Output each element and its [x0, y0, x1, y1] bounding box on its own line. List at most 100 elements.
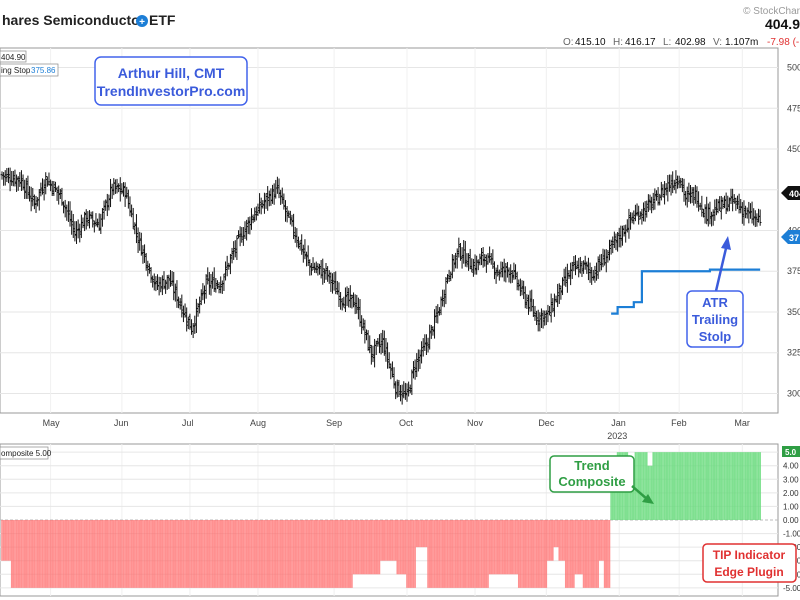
- ohlc-bar: [306, 245, 310, 266]
- ohlc-bar: [426, 337, 430, 353]
- indicator-bar-negative: [407, 520, 410, 588]
- ohlc-bar: [715, 198, 718, 216]
- ohlc-bar: [574, 255, 577, 276]
- indicator-bar-negative: [537, 520, 540, 588]
- indicator-bar-positive: [712, 452, 714, 520]
- indicator-bar-negative: [88, 520, 91, 588]
- ohlc-bar: [26, 175, 30, 199]
- ohlc-bar: [468, 248, 472, 270]
- ohlc-bar: [183, 303, 187, 318]
- ohlc-bar: [280, 187, 284, 204]
- ohlc-bar: [681, 178, 684, 193]
- ohlc-bar: [33, 194, 36, 210]
- indicator-bar-negative: [184, 520, 186, 588]
- indicator-bar-positive: [736, 452, 739, 520]
- ohlc-bar: [713, 199, 717, 221]
- ohlc-bar: [425, 334, 428, 355]
- indicator-bar-negative: [232, 520, 235, 588]
- ohlc-bar: [263, 192, 266, 214]
- indicator-bar-negative: [135, 520, 138, 588]
- indicator-bar-negative: [70, 520, 73, 588]
- indicator-bar-negative: [4, 520, 7, 561]
- price-y-tick: 475: [787, 103, 800, 113]
- indicator-bar-negative: [595, 520, 598, 588]
- indicator-bar-negative: [49, 520, 52, 588]
- ohlc-bar: [13, 169, 17, 187]
- indicator-bar-negative: [151, 520, 154, 588]
- indicator-bar-negative: [111, 520, 113, 588]
- indicator-bar-negative: [333, 520, 335, 588]
- indicator-bar-negative: [161, 520, 164, 588]
- ohlc-bar: [629, 212, 632, 230]
- ohlc-bar: [734, 197, 738, 211]
- indicator-bar-negative: [1, 520, 3, 561]
- indicator-bar-negative: [116, 520, 118, 588]
- ohlc-bar: [645, 200, 649, 218]
- ohlc-bar: [593, 265, 597, 283]
- indicator-bar-positive: [699, 452, 702, 520]
- indicator-bar-negative: [10, 520, 13, 588]
- ohlc-bar: [287, 210, 291, 218]
- ohlc-bar: [556, 283, 559, 307]
- indicator-bar-negative: [501, 520, 504, 575]
- ohlc-bar: [402, 381, 406, 399]
- indicator-bar-negative: [266, 520, 269, 588]
- indicator-bar-negative: [166, 520, 169, 588]
- ohlc-bar: [702, 208, 705, 218]
- indicator-bar-negative: [331, 520, 334, 588]
- indicator-bar-negative: [388, 520, 390, 561]
- indicator-bar-negative: [347, 520, 350, 588]
- indicator-bar-negative: [312, 520, 314, 588]
- indicator-bar-negative: [496, 520, 499, 575]
- x-tick-label: Aug: [250, 418, 266, 428]
- ohlc-bar: [549, 293, 553, 323]
- author-name: Arthur Hill, CMT: [118, 65, 225, 81]
- ohlc-bar: [747, 201, 751, 224]
- ohlc-bar: [314, 261, 318, 274]
- ohlc-bar: [28, 186, 31, 202]
- indicator-bar-negative: [93, 520, 96, 588]
- ohlc-bar: [84, 209, 88, 230]
- ohlc-bar: [177, 296, 180, 309]
- indicator-bar-negative: [393, 520, 395, 561]
- indicator-bar-negative: [289, 520, 292, 588]
- ohlc-bar: [256, 203, 260, 216]
- info-icon[interactable]: +: [136, 15, 148, 28]
- indicator-bar-negative: [590, 520, 593, 588]
- indicator-bar-positive: [722, 452, 724, 520]
- ohlc-bar: [551, 298, 555, 313]
- indicator-bar-negative: [571, 520, 574, 588]
- ohlc-bar: [20, 170, 23, 191]
- indicator-bar-negative: [61, 520, 63, 588]
- indicator-bar-negative: [466, 520, 468, 588]
- ohlc-bar: [352, 292, 355, 308]
- ohlc-bar: [464, 240, 467, 267]
- indicator-bar-positive: [650, 465, 653, 520]
- indicator-bar-negative: [155, 520, 157, 588]
- ohlc-open-value: 415.10: [575, 37, 606, 48]
- indicator-bar-negative: [276, 520, 279, 588]
- author-site: TrendInvestorPro.com: [97, 83, 246, 99]
- ohlc-bar: [417, 349, 420, 372]
- indicator-bar-negative: [597, 520, 599, 588]
- ohlc-bar: [540, 308, 543, 328]
- indicator-bar-negative: [380, 520, 382, 561]
- last-price: 404.9: [765, 16, 800, 32]
- ohlc-bar: [705, 196, 708, 225]
- indicator-bar-negative: [22, 520, 24, 588]
- indicator-bar-negative: [422, 520, 424, 548]
- ohlc-bar: [193, 315, 197, 334]
- ohlc-bar: [439, 296, 443, 316]
- ohlc-readout: O: 415.10 H: 416.17 L: 402.98 V: 1.107m …: [563, 37, 800, 48]
- ohlc-bar: [617, 227, 621, 248]
- ohlc-bar: [721, 197, 725, 210]
- indicator-bar-negative: [352, 520, 355, 575]
- indicator-bar-negative: [471, 520, 473, 588]
- trend-line1: Trend: [574, 458, 609, 473]
- ohlc-bar: [475, 255, 478, 275]
- ohlc-bar: [16, 176, 20, 191]
- indicator-bar-negative: [607, 520, 609, 588]
- indicator-bar-negative: [148, 520, 151, 588]
- ohlc-low-value: 402.98: [675, 37, 706, 48]
- ohlc-bar: [506, 262, 509, 278]
